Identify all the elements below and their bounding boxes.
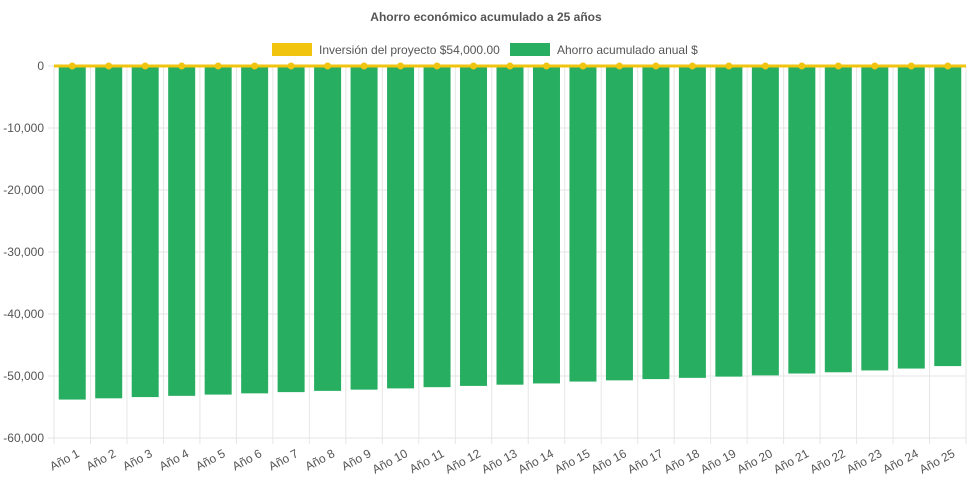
x-tick-label: Año 2	[84, 446, 119, 473]
savings-bar[interactable]	[350, 66, 378, 390]
investment-point[interactable]	[615, 62, 623, 70]
legend-label-investment[interactable]: Inversión del proyecto $54,000.00	[319, 43, 500, 57]
investment-point[interactable]	[542, 62, 550, 70]
y-axis: 0 -10,000 -20,000 -30,000 -40,000 -50,000 -60,…	[3, 59, 44, 445]
savings-bar[interactable]	[131, 66, 159, 398]
savings-bar[interactable]	[715, 66, 743, 377]
savings-bar[interactable]	[58, 66, 86, 400]
x-tick-label: Año 5	[193, 446, 228, 473]
x-tick-label: Año 13	[479, 446, 519, 476]
investment-point[interactable]	[68, 62, 76, 70]
savings-bar[interactable]	[387, 66, 415, 389]
x-tick-label: Año 6	[230, 446, 265, 473]
chart-title: Ahorro económico acumulado a 25 años	[370, 10, 602, 24]
x-tick-label: Año 20	[735, 446, 775, 476]
savings-bar[interactable]	[95, 66, 123, 399]
x-tick-label: Año 9	[339, 446, 374, 473]
savings-bar[interactable]	[642, 66, 670, 380]
x-tick-label: Año 11	[407, 446, 447, 476]
y-tick-label: -50,000	[3, 369, 44, 383]
x-tick-label: Año 8	[303, 446, 338, 473]
legend-swatch-investment[interactable]	[272, 43, 312, 56]
y-tick-label: 0	[37, 59, 44, 73]
investment-point[interactable]	[470, 62, 478, 70]
investment-point[interactable]	[725, 62, 733, 70]
savings-bar[interactable]	[532, 66, 560, 384]
x-tick-label: Año 3	[120, 446, 155, 473]
investment-point[interactable]	[652, 62, 660, 70]
savings-bar[interactable]	[204, 66, 232, 395]
investment-point[interactable]	[141, 62, 149, 70]
x-tick-label: Año 18	[662, 446, 702, 476]
savings-bar[interactable]	[751, 66, 779, 376]
savings-bar[interactable]	[314, 66, 342, 391]
savings-bar[interactable]	[277, 66, 305, 393]
x-tick-label: Año 24	[881, 446, 921, 476]
x-tick-label: Año 22	[808, 446, 848, 476]
investment-point[interactable]	[433, 62, 441, 70]
investment-point[interactable]	[871, 62, 879, 70]
x-tick-label: Año 7	[266, 446, 301, 473]
savings-bar[interactable]	[423, 66, 451, 388]
investment-point[interactable]	[579, 62, 587, 70]
savings-bar[interactable]	[460, 66, 488, 386]
x-tick-label: Año 15	[552, 446, 592, 476]
investment-point[interactable]	[324, 62, 332, 70]
investment-point[interactable]	[834, 62, 842, 70]
investment-point[interactable]	[178, 62, 186, 70]
investment-point[interactable]	[907, 62, 915, 70]
bars	[58, 66, 962, 400]
x-tick-label: Año 1	[47, 446, 82, 473]
y-tick-label: -10,000	[3, 121, 44, 135]
investment-point[interactable]	[360, 62, 368, 70]
y-tick-label: -60,000	[3, 431, 44, 445]
savings-bar[interactable]	[496, 66, 524, 385]
investment-point[interactable]	[214, 62, 222, 70]
savings-bar[interactable]	[934, 66, 962, 367]
savings-bar[interactable]	[168, 66, 196, 396]
y-tick-label: -40,000	[3, 307, 44, 321]
x-tick-label: Año 4	[157, 446, 192, 473]
savings-bar[interactable]	[605, 66, 633, 381]
grid	[48, 65, 967, 444]
x-tick-label: Año 10	[370, 446, 410, 476]
x-tick-label: Año 19	[698, 446, 738, 476]
investment-point[interactable]	[105, 62, 113, 70]
savings-bar[interactable]	[241, 66, 269, 394]
investment-point[interactable]	[944, 62, 952, 70]
savings-bar[interactable]	[569, 66, 597, 382]
investment-point[interactable]	[251, 62, 259, 70]
savings-bar[interactable]	[678, 66, 706, 378]
investment-line	[54, 62, 966, 70]
y-tick-label: -20,000	[3, 183, 44, 197]
y-tick-label: -30,000	[3, 245, 44, 259]
x-tick-label: Año 17	[625, 446, 665, 476]
legend-label-savings[interactable]: Ahorro acumulado anual $	[557, 43, 698, 57]
x-tick-label: Año 25	[917, 446, 957, 476]
x-tick-label: Año 16	[589, 446, 629, 476]
x-axis: Año 1 Año 2 Año 3 Año 4 Año 5 Año 6 Año 7 Año 8…	[47, 446, 957, 476]
investment-point[interactable]	[688, 62, 696, 70]
x-tick-label: Año 12	[443, 446, 483, 476]
x-tick-label: Año 14	[516, 446, 556, 476]
legend: Inversión del proyecto $54,000.00 Ahorro…	[272, 43, 698, 57]
x-tick-label: Año 21	[771, 446, 811, 476]
savings-bar[interactable]	[897, 66, 925, 369]
savings-bar[interactable]	[788, 66, 816, 374]
savings-bar[interactable]	[861, 66, 889, 371]
legend-swatch-savings[interactable]	[510, 43, 550, 56]
investment-point[interactable]	[506, 62, 514, 70]
investment-point[interactable]	[798, 62, 806, 70]
investment-point[interactable]	[397, 62, 405, 70]
savings-bar[interactable]	[824, 66, 852, 373]
x-tick-label: Año 23	[844, 446, 884, 476]
investment-point[interactable]	[761, 62, 769, 70]
investment-point[interactable]	[287, 62, 295, 70]
